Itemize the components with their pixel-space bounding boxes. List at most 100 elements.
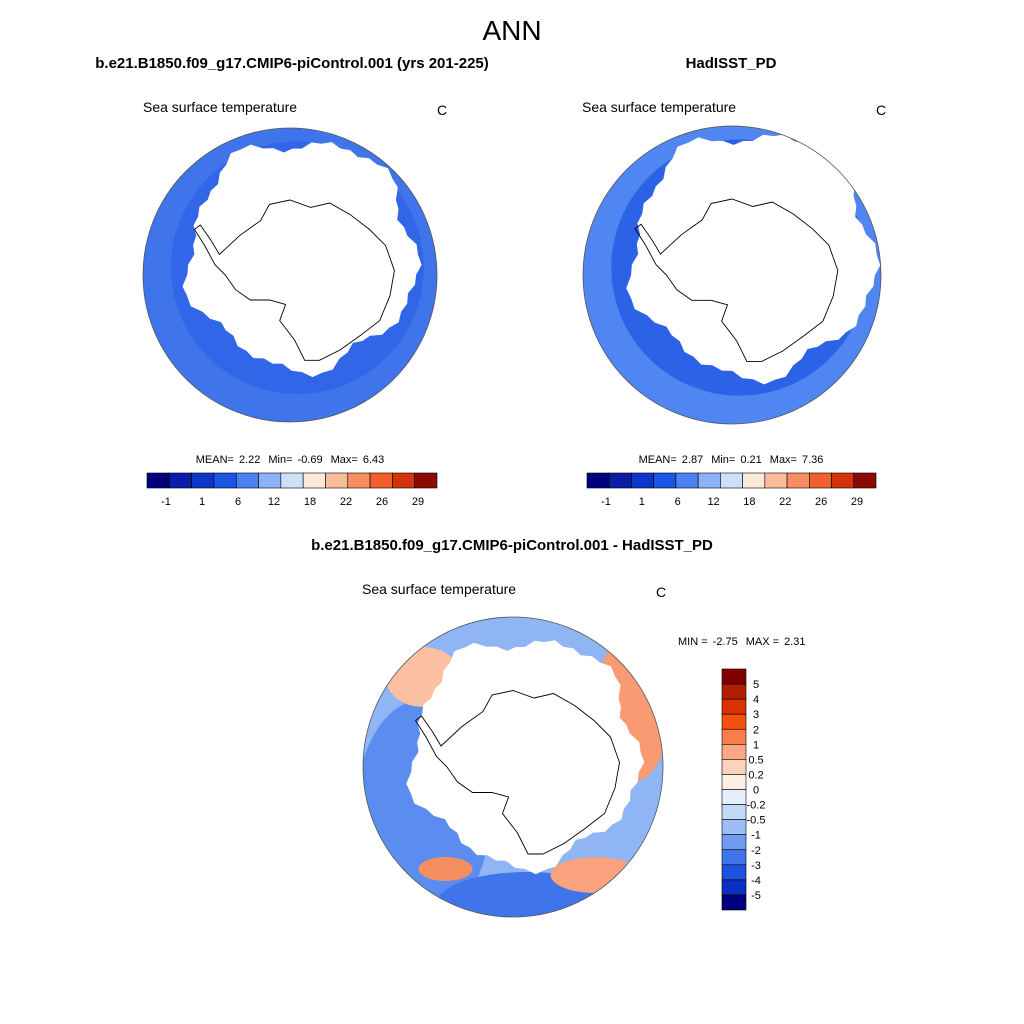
colorbar-label: 1 <box>753 739 759 751</box>
stat-label: MEAN= <box>196 454 234 466</box>
colorbar-cell <box>631 472 654 489</box>
colorbar-cell <box>675 472 699 489</box>
colorbar-label: 0.5 <box>748 754 763 766</box>
colorbar-cell <box>392 472 415 489</box>
colorbar-cell <box>721 879 747 896</box>
colorbar-cell <box>146 472 170 489</box>
ocean-field <box>418 857 473 881</box>
stat-value: -0.69 <box>298 454 323 466</box>
colorbar-cell <box>742 472 766 489</box>
panel-subtitle: Sea surface temperature <box>143 99 297 115</box>
coastline <box>414 690 620 855</box>
coastline <box>193 199 395 361</box>
colorbar-cell <box>721 849 747 866</box>
colorbar-label: 4 <box>753 694 759 706</box>
colorbar-label: 2 <box>753 724 759 736</box>
colorbar-cell <box>258 472 282 489</box>
colorbar-cell <box>721 744 747 760</box>
colorbar-label: 3 <box>753 709 759 721</box>
stat-value: 7.36 <box>802 454 823 466</box>
stat-value: 6.43 <box>363 454 384 466</box>
panel-subtitle: Sea surface temperature <box>362 581 516 597</box>
ocean-field <box>550 857 641 893</box>
colorbar-cell <box>721 894 747 911</box>
colorbar-label: 5 <box>753 679 759 691</box>
stats: MIN = -2.75 MAX = 2.31 <box>678 636 805 648</box>
polar-map <box>143 128 437 422</box>
stat-label: MAX = <box>746 636 779 648</box>
colorbar-cell <box>721 789 747 805</box>
colorbar-label: -5 <box>751 890 761 902</box>
colorbar-label: 18 <box>304 496 316 508</box>
ice-mask <box>626 134 881 385</box>
coastline <box>634 198 839 362</box>
units: C <box>656 584 666 600</box>
stat-value: -2.75 <box>713 636 738 648</box>
colorbar-label: 22 <box>779 496 791 508</box>
colorbar-label: 0 <box>753 785 759 797</box>
colorbar-cell <box>191 472 215 489</box>
colorbar-cell <box>786 472 810 489</box>
colorbar-label: -2 <box>751 845 761 857</box>
colorbar-label: 22 <box>340 496 352 508</box>
stat-label: Max= <box>770 454 797 466</box>
colorbar-cell <box>721 864 747 881</box>
ice-mask <box>182 142 422 378</box>
colorbar-cell <box>853 472 877 489</box>
panel-title: b.e21.B1850.f09_g17.CMIP6-piControl.001 … <box>311 537 713 554</box>
colorbar-cell <box>414 472 438 489</box>
panel-subtitle: Sea surface temperature <box>582 99 736 115</box>
stats: MEAN= 2.87 Min= 0.21 Max= 7.36 <box>639 454 824 466</box>
polar-map <box>583 126 881 424</box>
map-border <box>582 125 882 425</box>
colorbar-cell <box>764 472 788 489</box>
colorbar-cell <box>721 683 747 700</box>
colorbar-cell <box>369 472 393 489</box>
units: C <box>437 102 447 118</box>
colorbar-label: 6 <box>235 496 241 508</box>
colorbar-label: 12 <box>268 496 280 508</box>
colorbar-cell <box>721 698 747 715</box>
stat-label: MIN = <box>678 636 708 648</box>
colorbar-cell <box>721 728 747 745</box>
colorbar-label: 29 <box>412 496 424 508</box>
figure-title: ANN <box>482 15 541 46</box>
colorbar-label: 26 <box>376 496 388 508</box>
colorbar-cell <box>697 472 721 489</box>
stat-label: MEAN= <box>639 454 677 466</box>
colorbar-label: -0.2 <box>747 800 766 812</box>
colorbar-label: -0.5 <box>747 815 766 827</box>
colorbar-label: 6 <box>675 496 681 508</box>
stat-value: 0.21 <box>740 454 761 466</box>
stat-value: 2.87 <box>682 454 703 466</box>
ice-mask <box>406 640 645 875</box>
colorbar-cell <box>721 713 747 730</box>
colorbar-label: 18 <box>743 496 755 508</box>
colorbar-label: -1 <box>161 496 171 508</box>
colorbar-label: 0.2 <box>748 769 763 781</box>
colorbar-cell <box>608 472 632 489</box>
colorbar-cell <box>347 472 371 489</box>
stat-value: 2.22 <box>239 454 260 466</box>
units: C <box>876 102 886 118</box>
colorbar-cell <box>809 472 832 489</box>
colorbar-cell <box>213 472 237 489</box>
colorbar-label: -3 <box>751 860 761 872</box>
map-border <box>362 616 664 918</box>
panel-title: b.e21.B1850.f09_g17.CMIP6-piControl.001 … <box>95 55 489 72</box>
colorbar-label: 12 <box>707 496 719 508</box>
colorbar-cell <box>721 834 747 851</box>
colorbar-cell <box>235 472 259 489</box>
colorbar-label: -4 <box>751 875 761 887</box>
stat-label: Min= <box>711 454 735 466</box>
colorbar-cell <box>325 472 349 489</box>
colorbar-label: 1 <box>639 496 645 508</box>
colorbar-label: 1 <box>199 496 205 508</box>
colorbar-label: -1 <box>751 830 761 842</box>
colorbar-label: 29 <box>851 496 863 508</box>
panel-title: HadISST_PD <box>686 55 777 72</box>
colorbar-cell <box>721 668 747 685</box>
colorbar-label: 26 <box>815 496 827 508</box>
map-border <box>142 127 438 423</box>
